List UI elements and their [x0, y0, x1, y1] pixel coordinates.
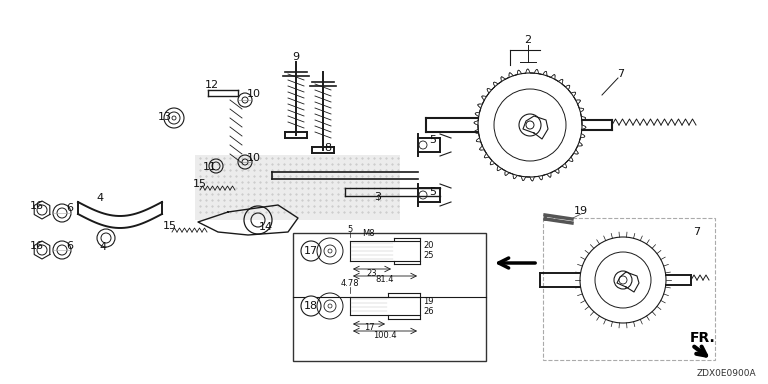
Text: 7: 7 [617, 69, 624, 79]
Text: 7: 7 [694, 227, 700, 237]
Text: 81.4: 81.4 [376, 275, 394, 285]
Text: 19: 19 [423, 298, 433, 306]
Text: 4.78: 4.78 [341, 280, 359, 288]
Text: 16: 16 [30, 201, 44, 211]
Bar [293, 233, 486, 361]
Text: 2: 2 [525, 35, 531, 45]
Text: 5: 5 [429, 187, 436, 197]
Bar [543, 218, 715, 360]
Text: 16: 16 [30, 241, 44, 251]
Text: 100.4: 100.4 [373, 331, 397, 339]
Text: 23: 23 [366, 268, 377, 278]
Text: 4: 4 [97, 193, 104, 203]
Text: 26: 26 [423, 306, 434, 316]
Circle shape [301, 241, 321, 261]
Text: 15: 15 [163, 221, 177, 231]
Text: 13: 13 [158, 112, 172, 122]
Text: 17: 17 [304, 246, 318, 256]
Circle shape [301, 296, 321, 316]
Text: 25: 25 [423, 252, 433, 260]
Text: 9: 9 [293, 52, 300, 62]
Text: 20: 20 [423, 242, 433, 250]
Text: 6: 6 [67, 203, 74, 213]
Text: 6: 6 [67, 241, 74, 251]
Text: 8: 8 [324, 143, 332, 153]
Text: 10: 10 [247, 153, 261, 163]
Text: 10: 10 [247, 89, 261, 99]
Text: 14: 14 [259, 222, 273, 232]
Text: 4: 4 [99, 242, 107, 252]
Bar [195, 155, 400, 220]
Text: FR.: FR. [690, 331, 716, 345]
Text: ZDX0E0900A: ZDX0E0900A [697, 369, 756, 379]
Text: 18: 18 [304, 301, 318, 311]
Text: 11: 11 [203, 162, 217, 172]
Text: 5: 5 [429, 135, 436, 145]
Text: 3: 3 [375, 192, 382, 202]
Text: M8: M8 [362, 230, 374, 238]
Text: 15: 15 [193, 179, 207, 189]
Text: 17: 17 [364, 323, 374, 333]
Text: 19: 19 [574, 206, 588, 216]
Text: 5: 5 [347, 225, 353, 233]
Text: 12: 12 [205, 80, 219, 90]
